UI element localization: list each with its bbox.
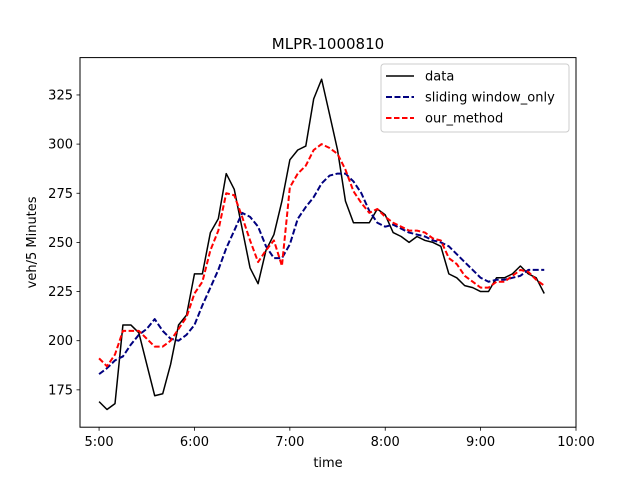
y-tick-label: 200 [48,334,73,349]
y-tick-label: 225 [48,285,73,300]
x-tick-label: 6:00 [180,435,209,450]
x-axis-label: time [313,456,342,471]
x-tick-label: 8:00 [371,435,400,450]
y-axis-label: veh/5 Minutes [25,196,40,288]
series-line-data [98,78,545,411]
series-group [98,78,545,411]
y-tick-label: 175 [48,383,73,398]
legend-box [380,63,570,133]
legend-label-sliding-window-only: sliding window_only [425,91,555,106]
x-tick-label: 10:00 [557,435,594,450]
plot-area: 5:00 6:00 7:00 8:00 9:00 10:00 175 200 225 250 27… [48,57,595,450]
legend-items: data sliding window_only our_method [386,70,555,127]
legend: data sliding window_only our_method [380,63,570,133]
x-tick-label: 7:00 [275,435,304,450]
chart-title: MLPR-1000810 [272,35,384,53]
y-tick-label: 325 [48,88,73,103]
x-tick-label: 9:00 [466,435,495,450]
x-axis-ticks: 5:00 6:00 7:00 8:00 9:00 10:00 [84,427,595,450]
legend-label-our-method: our_method [425,112,503,127]
x-tick-label: 5:00 [84,435,113,450]
y-tick-label: 275 [48,187,73,202]
y-axis-ticks: 175 200 225 250 275 300 325 [48,88,80,398]
series-line-sliding-window-only [98,172,545,375]
series-line-our-method [98,143,545,368]
y-tick-label: 300 [48,138,73,153]
legend-label-data: data [425,70,454,85]
y-tick-label: 250 [48,236,73,251]
